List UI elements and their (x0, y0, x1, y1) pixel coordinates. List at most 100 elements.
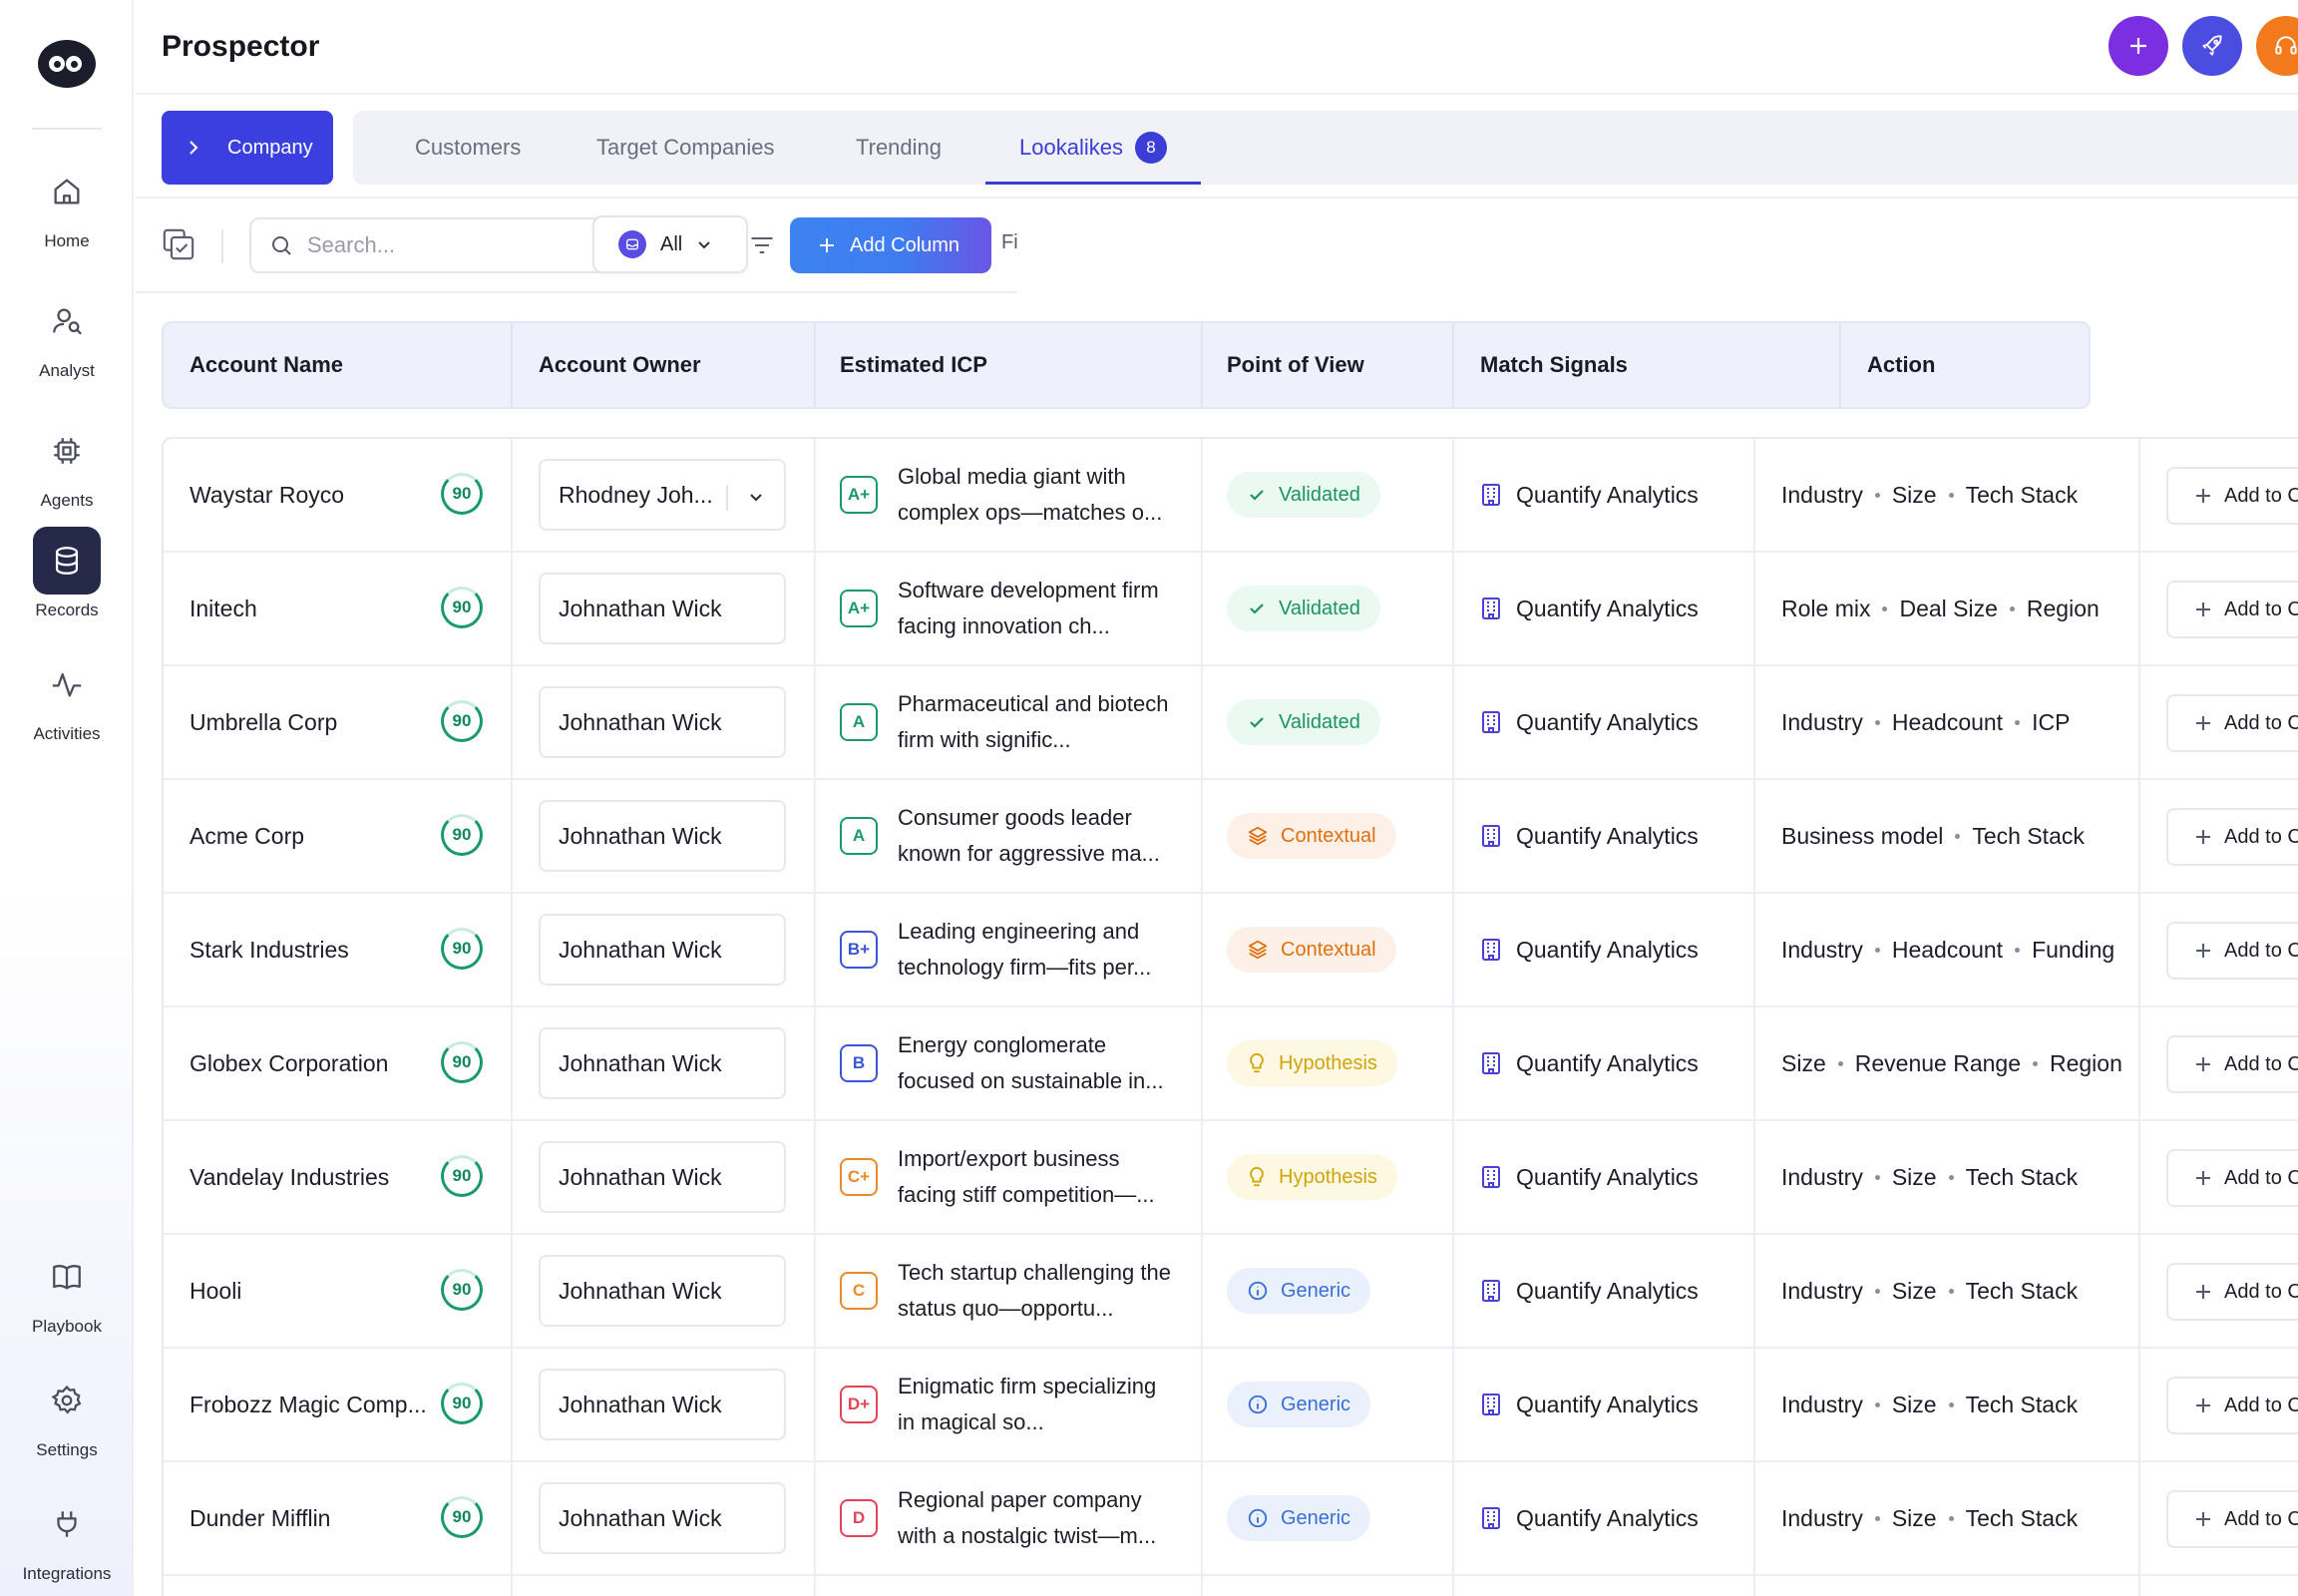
match-company[interactable]: Quantify Analytics (1516, 1163, 1699, 1190)
account-owner-select[interactable]: Johnathan Wick (539, 1141, 786, 1213)
signal-tag: Deal Size (1899, 595, 1998, 621)
add-to-button[interactable]: Add to C (2166, 467, 2298, 525)
sidebar-item-agents[interactable]: Agents (0, 417, 134, 511)
sidebar-item-home[interactable]: Home (0, 158, 134, 251)
add-to-button[interactable]: Add to C (2166, 1377, 2298, 1434)
signal-tag: Funding (2032, 936, 2115, 963)
account-name[interactable]: Globex Corporation (190, 1049, 389, 1076)
tab-trending[interactable]: Trending (856, 135, 943, 160)
account-owner-select[interactable]: Johnathan Wick (539, 1027, 786, 1099)
icp-description: Tech startup challenging the status quo—… (898, 1260, 1171, 1321)
point-of-view-badge: Contextual (1227, 813, 1396, 859)
point-of-view-badge: Generic (1227, 1268, 1371, 1314)
account-name[interactable]: Frobozz Magic Comp... (190, 1391, 427, 1417)
icp-description: Software development firm facing innovat… (898, 578, 1159, 638)
sidebar-item-integrations[interactable]: Integrations (0, 1490, 134, 1584)
match-company[interactable]: Quantify Analytics (1516, 708, 1699, 735)
select-all-icon[interactable] (162, 227, 195, 261)
add-to-button[interactable]: Add to C (2166, 1149, 2298, 1207)
table-row[interactable]: Stark Industries 90 Johnathan Wick B+ Leadin… (164, 894, 2298, 1007)
page-title: Prospector (162, 30, 320, 63)
match-company[interactable]: Quantify Analytics (1516, 1504, 1699, 1531)
add-to-button[interactable]: Add to C (2166, 1490, 2298, 1548)
support-button[interactable] (2256, 16, 2298, 76)
account-name[interactable]: Vandelay Industries (190, 1163, 390, 1190)
add-to-button[interactable]: Add to C (2166, 581, 2298, 638)
sidebar-item-label: Activities (33, 724, 101, 743)
signal-tag: Role mix (1781, 595, 1871, 621)
table-row[interactable]: Dunder Mifflin 90 Johnathan Wick D Regional … (164, 1462, 2298, 1576)
chevron-down-icon[interactable] (746, 487, 766, 507)
account-name[interactable]: Initech (190, 595, 257, 621)
owner-filter-select[interactable]: All (592, 215, 748, 273)
match-company[interactable]: Quantify Analytics (1516, 1391, 1699, 1417)
table-row[interactable]: Umbrella Corp 90 Johnathan Wick A Pharmaceut… (164, 666, 2298, 780)
company-selector-button[interactable]: Company (162, 111, 333, 185)
separator-dot (2015, 947, 2021, 953)
account-name[interactable]: Dunder Mifflin (190, 1504, 331, 1531)
account-name[interactable]: Hooli (190, 1277, 242, 1304)
add-button[interactable] (2108, 16, 2168, 76)
match-company[interactable]: Quantify Analytics (1516, 822, 1699, 849)
add-to-button[interactable]: Add to C (2166, 694, 2298, 752)
column-header-estimated-icp[interactable]: Estimated ICP (840, 352, 987, 377)
account-owner-select[interactable]: Johnathan Wick (539, 1255, 786, 1327)
add-to-button[interactable]: Add to C (2166, 1035, 2298, 1093)
sidebar-item-records[interactable]: Records (0, 527, 134, 620)
separator-dot (1948, 492, 1954, 498)
account-owner-select[interactable]: Johnathan Wick (539, 1482, 786, 1554)
table-row[interactable]: Frobozz Magic Comp... 90 Johnathan Wick D+ E… (164, 1349, 2298, 1462)
tab-customers[interactable]: Customers (415, 135, 522, 160)
column-header-action[interactable]: Action (1867, 352, 1936, 377)
account-owner-select[interactable]: Johnathan Wick (539, 1369, 786, 1440)
match-company[interactable]: Quantify Analytics (1516, 936, 1699, 963)
table-row[interactable]: Waystar Royco 90 Rhodney Joh... A+ Global me… (164, 439, 2298, 553)
account-name[interactable]: Waystar Royco (190, 481, 345, 508)
table-row[interactable]: Initech 90 Johnathan Wick A+ Software develo… (164, 553, 2298, 666)
signal-tag: Industry (1781, 1277, 1863, 1304)
table-row[interactable]: Vandelay Industries 90 Johnathan Wick C+ Imp… (164, 1121, 2298, 1235)
account-owner-select[interactable]: Rhodney Joh... (539, 459, 786, 531)
filter-icon[interactable] (748, 231, 776, 259)
launch-button[interactable] (2182, 16, 2242, 76)
match-company[interactable]: Quantify Analytics (1516, 1277, 1699, 1304)
match-company[interactable]: Quantify Analytics (1516, 595, 1699, 621)
account-name[interactable]: Stark Industries (190, 936, 349, 963)
account-name[interactable]: Acme Corp (190, 822, 305, 849)
add-column-button[interactable]: Add Column (790, 217, 991, 273)
table-row[interactable]: Acme Corp 90 Johnathan Wick A Consumer goods… (164, 780, 2298, 894)
account-owner-select[interactable]: Johnathan Wick (539, 800, 786, 872)
tabs-divider (136, 197, 2298, 199)
column-header-account-owner[interactable]: Account Owner (539, 352, 701, 377)
search-input[interactable] (307, 232, 557, 258)
sidebar-item-playbook[interactable]: Playbook (0, 1243, 134, 1337)
add-to-button[interactable]: Add to C (2166, 808, 2298, 866)
tab-target-companies[interactable]: Target Companies (596, 135, 775, 160)
match-signal-tags: Industry Size Tech Stack (1781, 439, 2136, 551)
truncated-toolbar-button[interactable]: Fi (1001, 231, 1017, 253)
separator-dot (1948, 1288, 1954, 1294)
match-company[interactable]: Quantify Analytics (1516, 481, 1699, 508)
column-header-account-name[interactable]: Account Name (190, 352, 344, 377)
search-box[interactable] (249, 217, 598, 273)
icp-grade-badge: B+ (840, 931, 878, 969)
icp-grade-badge: D (840, 1499, 878, 1537)
app-logo[interactable] (38, 40, 96, 88)
tab-lookalikes[interactable]: Lookalikes 8 (985, 111, 1201, 185)
sidebar-item-settings[interactable]: Settings (0, 1367, 134, 1460)
match-company[interactable]: Quantify Analytics (1516, 1049, 1699, 1076)
account-name[interactable]: Umbrella Corp (190, 708, 338, 735)
signal-tag: Tech Stack (1965, 1163, 2079, 1190)
account-owner-select[interactable]: Johnathan Wick (539, 686, 786, 758)
book-icon (53, 1265, 81, 1290)
add-to-button[interactable]: Add to C (2166, 1263, 2298, 1321)
table-row[interactable]: Globex Corporation 90 Johnathan Wick B Energ… (164, 1007, 2298, 1121)
sidebar-item-activities[interactable]: Activities (0, 650, 134, 744)
column-header-match-signals[interactable]: Match Signals (1480, 352, 1628, 377)
table-row[interactable]: Hooli 90 Johnathan Wick C Tech startup chall… (164, 1235, 2298, 1349)
add-to-button[interactable]: Add to C (2166, 922, 2298, 980)
account-owner-select[interactable]: Johnathan Wick (539, 573, 786, 644)
account-owner-select[interactable]: Johnathan Wick (539, 914, 786, 986)
column-header-point-of-view[interactable]: Point of View (1227, 352, 1364, 377)
sidebar-item-analyst[interactable]: Analyst (0, 287, 134, 381)
